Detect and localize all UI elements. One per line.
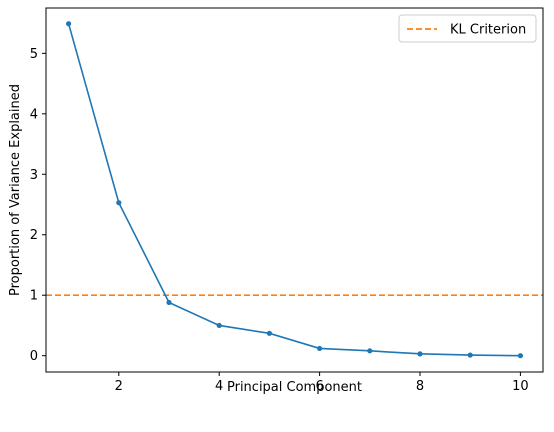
y-axis-ticks: 0 1 2 3 4 5 — [30, 47, 46, 364]
y-tick-label: 0 — [30, 349, 38, 364]
x-tick-label: 2 — [115, 379, 123, 394]
x-axis-title: Principal Component — [227, 380, 362, 395]
data-point — [467, 352, 473, 358]
data-point — [517, 353, 524, 359]
data-point — [166, 299, 172, 306]
data-point — [317, 345, 323, 352]
data-point — [65, 21, 72, 27]
series-layer — [65, 21, 524, 359]
x-tick-label: 4 — [215, 379, 223, 394]
data-point — [266, 330, 272, 336]
x-axis-ticks: 2 4 6 8 10 — [115, 372, 529, 394]
x-tick-label: 6 — [315, 379, 323, 394]
x-tick-label: 10 — [512, 379, 529, 394]
legend-box — [398, 14, 537, 43]
data-point — [216, 322, 222, 329]
data-point — [116, 200, 122, 206]
x-tick-label: 8 — [416, 379, 424, 394]
variance-line — [67, 23, 521, 357]
y-tick-label: 3 — [30, 168, 38, 183]
legend: KL Criterion — [398, 14, 537, 43]
y-tick-label: 1 — [30, 289, 38, 304]
data-point — [417, 351, 423, 357]
y-tick-label: 4 — [30, 107, 38, 122]
legend-label-kl-criterion: KL Criterion — [450, 23, 526, 38]
plot-frame — [45, 7, 544, 373]
y-tick-label: 5 — [30, 47, 38, 62]
y-axis-title: Proportion of Variance Explained — [8, 84, 23, 296]
data-point — [367, 348, 373, 354]
y-tick-label: 2 — [30, 228, 38, 243]
